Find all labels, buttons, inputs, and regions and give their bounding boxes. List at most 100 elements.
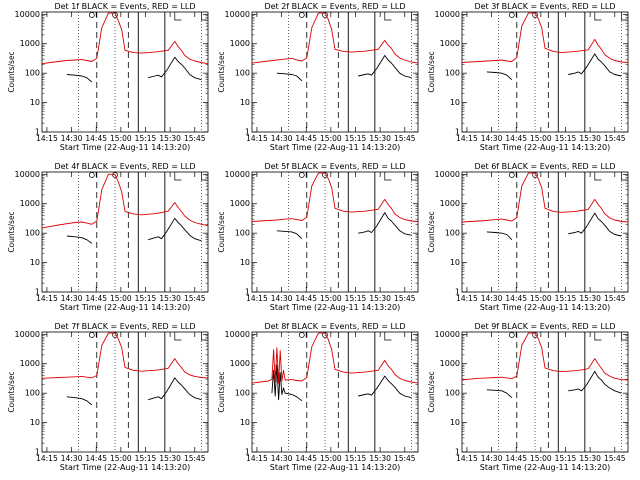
y-tick-label: 100 [445,229,460,238]
x-tick-label: 15:30 [369,134,391,143]
y-tick-label: 10000 [225,170,250,179]
y-tick-label: 100 [235,69,250,78]
x-tick-label: 15:00 [320,454,342,463]
x-tick-label: 14:15 [36,134,58,143]
x-tick-label: 15:30 [579,454,601,463]
y-tick-label: 1000 [20,39,40,48]
y-tick-label: 1000 [20,359,40,368]
x-tick-label: 15:30 [159,454,181,463]
lld-series-line [251,12,419,64]
y-axis-label: Counts/sec [7,51,16,92]
x-tick-label: 15:00 [110,134,132,143]
y-tick-label: 10 [450,258,460,267]
marker-circle [532,12,538,18]
y-tick-label: 1000 [20,199,40,208]
chart-panel: 1 10 100 1000 10000 14:15 14:30 14:45 15:00 15:15… [217,322,419,472]
panel-title: Det 8f BLACK = Events, RED = LLD [264,322,405,331]
x-tick-label: 15:45 [184,454,206,463]
lld-series-line [461,172,629,223]
plot-frame [41,331,209,453]
chart-panel: 1 10 100 1000 10000 14:15 14:30 14:45 15:00 15:15… [217,2,419,152]
x-tick-label: 14:45 [85,134,107,143]
marker-circle [298,12,305,18]
marker-circle [88,332,95,338]
lld-series-line [461,12,629,63]
x-tick-label: 15:30 [159,294,181,303]
x-tick-label: 14:30 [481,134,503,143]
y-tick-label: 10000 [435,170,460,179]
events-series-line [486,53,622,81]
x-axis-label: Start Time (22-Aug-11 14:13:20) [60,463,191,472]
y-tick-label: 10000 [15,10,40,19]
x-tick-label: 15:45 [604,134,626,143]
chart-panel: 1 10 100 1000 10000 14:15 14:30 14:45 15:00 15:15… [217,162,419,312]
events-series-line [276,212,412,240]
y-tick-label: 10000 [435,330,460,339]
x-tick-label: 15:15 [345,454,367,463]
y-tick-label: 1000 [440,39,460,48]
y-tick-label: 100 [25,69,40,78]
x-tick-label: 15:15 [555,454,577,463]
marker-bracket [411,12,417,21]
y-tick-label: 100 [235,229,250,238]
y-tick-label: 1 [35,288,40,297]
y-tick-label: 10000 [435,10,460,19]
x-tick-label: 14:45 [505,134,527,143]
y-axis-label: Counts/sec [7,211,16,252]
chart-panel: 1 10 100 1000 10000 14:15 14:30 14:45 15:00 15:15… [7,322,209,472]
x-tick-label: 15:30 [159,134,181,143]
x-tick-label: 14:30 [61,134,83,143]
y-tick-label: 1 [245,128,250,137]
x-axis-label: Start Time (22-Aug-11 14:13:20) [480,143,611,152]
x-tick-label: 15:00 [530,134,552,143]
panel-title: Det 7f BLACK = Events, RED = LLD [54,322,195,331]
x-tick-label: 15:15 [135,454,157,463]
chart-panel: 1 10 100 1000 10000 14:15 14:30 14:45 15:00 15:15… [7,162,209,312]
lld-series-line [41,332,209,379]
marker-circle [508,12,515,18]
chart-panel: 1 10 100 1000 10000 14:15 14:30 14:45 15:00 15:15… [427,322,629,472]
x-tick-label: 14:15 [246,134,268,143]
x-tick-label: 14:45 [295,454,317,463]
plot-frame [251,11,419,133]
x-tick-label: 15:00 [320,134,342,143]
marker-circle [322,12,328,18]
panel-title: Det 4f BLACK = Events, RED = LLD [54,162,195,171]
y-tick-label: 10 [240,418,250,427]
x-tick-label: 15:00 [320,294,342,303]
y-axis-label: Counts/sec [217,51,226,92]
chart-panel: 1 10 100 1000 10000 14:15 14:30 14:45 15:00 15:15… [427,2,629,152]
marker-circle [298,172,305,178]
lld-series-line [461,332,629,381]
marker-bracket [621,332,627,341]
x-tick-label: 14:45 [85,454,107,463]
x-tick-label: 15:15 [345,294,367,303]
x-tick-label: 15:30 [369,454,391,463]
y-tick-label: 1000 [230,39,250,48]
y-tick-label: 1 [245,448,250,457]
panel-title: Det 5f BLACK = Events, RED = LLD [264,162,405,171]
lld-series-line [251,332,419,384]
marker-circle [88,12,95,18]
marker-bracket [594,332,602,341]
marker-circle [298,332,305,338]
x-axis-label: Start Time (22-Aug-11 14:13:20) [60,303,191,312]
marker-circle [508,332,515,338]
panel-title: Det 9f BLACK = Events, RED = LLD [474,322,615,331]
x-axis-label: Start Time (22-Aug-11 14:13:20) [480,303,611,312]
marker-bracket [174,12,182,21]
y-tick-label: 100 [445,389,460,398]
y-tick-label: 10 [240,258,250,267]
plot-frame [41,171,209,293]
marker-bracket [384,12,392,21]
x-tick-label: 15:00 [110,294,132,303]
y-tick-label: 100 [25,229,40,238]
x-tick-label: 15:00 [530,294,552,303]
y-tick-label: 1 [455,128,460,137]
events-series-line [66,377,202,406]
marker-circle [508,172,515,178]
panel-title: Det 3f BLACK = Events, RED = LLD [474,2,615,11]
plot-frame [251,331,419,453]
x-axis-label: Start Time (22-Aug-11 14:13:20) [60,143,191,152]
x-tick-label: 14:15 [456,454,478,463]
